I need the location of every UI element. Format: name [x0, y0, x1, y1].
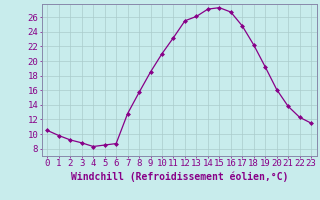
X-axis label: Windchill (Refroidissement éolien,°C): Windchill (Refroidissement éolien,°C)	[70, 171, 288, 182]
